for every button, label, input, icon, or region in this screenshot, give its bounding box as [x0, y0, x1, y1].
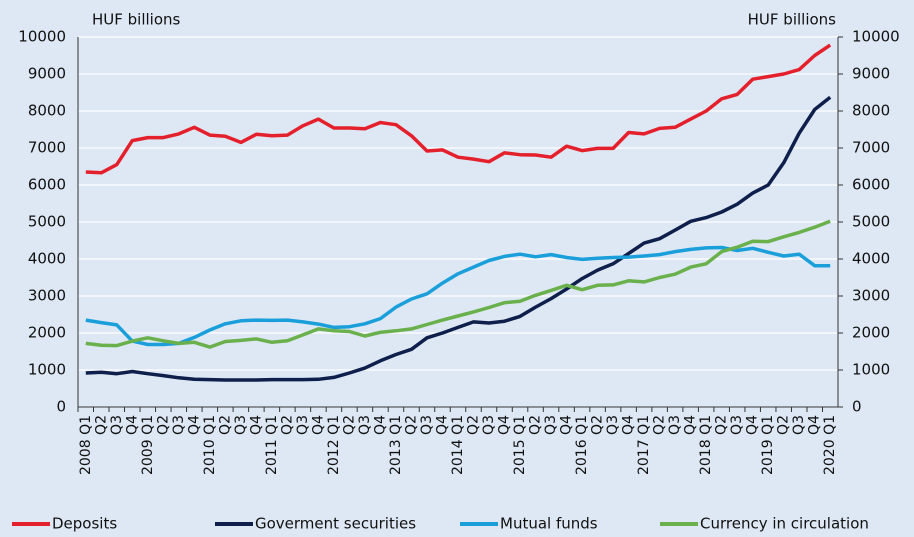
- x-tick-label: Q2: [279, 415, 295, 435]
- y-tick-label: 0: [56, 398, 66, 416]
- x-tick-label: 2008 Q1: [78, 415, 94, 475]
- y2-axis-label: HUF billions: [748, 11, 837, 29]
- y2-tick-label: 0: [852, 398, 862, 416]
- x-tick-label: Q3: [481, 415, 497, 435]
- x-tick-label: 2013 Q1: [388, 415, 404, 475]
- x-tick-label: Q4: [559, 415, 575, 435]
- x-tick-label: 2020 Q1: [822, 415, 838, 475]
- x-tick-label: Q4: [124, 415, 140, 435]
- legend-label: Deposits: [52, 515, 117, 533]
- series-line: [85, 219, 831, 349]
- y-tick-label: 3000: [28, 287, 66, 305]
- x-tick-label: 2010 Q1: [202, 415, 218, 475]
- y2-tick-label: 6000: [852, 176, 890, 194]
- y-tick-label: 2000: [28, 324, 66, 342]
- x-tick-label: 2009 Q1: [140, 415, 156, 475]
- y2-tick-label: 7000: [852, 139, 890, 157]
- x-tick-label: Q2: [341, 415, 357, 435]
- x-tick-label: 2014 Q1: [450, 415, 466, 475]
- y-tick-label: 6000: [28, 176, 66, 194]
- legend-label: Currency in circulation: [700, 515, 869, 533]
- x-tick-label: 2016 Q1: [574, 415, 590, 475]
- x-tick-label: Q2: [776, 415, 792, 435]
- x-tick-label: Q3: [605, 415, 621, 435]
- x-tick-label: Q3: [791, 415, 807, 435]
- x-tick-label: Q4: [807, 415, 823, 435]
- series-line: [85, 43, 832, 175]
- x-tick-label: Q3: [419, 415, 435, 435]
- x-tick-label: Q3: [543, 415, 559, 435]
- x-tick-label: Q4: [372, 415, 388, 435]
- y-tick-label: 8000: [28, 102, 66, 120]
- x-tick-label: 2018 Q1: [698, 415, 714, 475]
- x-tick-label: Q3: [171, 415, 187, 435]
- x-tick-label: Q4: [186, 415, 202, 435]
- x-tick-label: Q4: [683, 415, 699, 435]
- x-tick-label: Q4: [497, 415, 513, 435]
- x-tick-label: 2015 Q1: [512, 415, 528, 475]
- y-tick-label: 4000: [28, 250, 66, 268]
- series-line: [85, 245, 831, 347]
- x-tick-label: Q4: [745, 415, 761, 435]
- series-line: [85, 95, 832, 382]
- x-tick-label: Q4: [310, 415, 326, 435]
- y2-tick-label: 4000: [852, 250, 890, 268]
- x-tick-label: Q2: [155, 415, 171, 435]
- x-tick-label: 2011 Q1: [264, 415, 280, 475]
- x-tick-label: Q4: [248, 415, 264, 435]
- x-tick-label: Q2: [590, 415, 606, 435]
- x-tick-label: Q2: [652, 415, 668, 435]
- x-tick-label: Q2: [93, 415, 109, 435]
- x-tick-label: Q4: [434, 415, 450, 435]
- y2-tick-label: 8000: [852, 102, 890, 120]
- y2-tick-label: 2000: [852, 324, 890, 342]
- y-tick-label: 10000: [18, 28, 66, 46]
- y2-tick-label: 5000: [852, 213, 890, 231]
- x-tick-label: Q3: [357, 415, 373, 435]
- x-tick-label: Q2: [217, 415, 233, 435]
- y2-tick-label: 1000: [852, 361, 890, 379]
- y-axis-label: HUF billions: [92, 11, 181, 29]
- y2-tick-label: 3000: [852, 287, 890, 305]
- y-tick-label: 1000: [28, 361, 66, 379]
- x-tick-label: Q4: [621, 415, 637, 435]
- y2-tick-label: 9000: [852, 65, 890, 83]
- x-tick-label: Q3: [109, 415, 125, 435]
- y2-tick-label: 10000: [852, 28, 900, 46]
- x-tick-label: 2012 Q1: [326, 415, 342, 475]
- x-tick-label: 2019 Q1: [760, 415, 776, 475]
- y-tick-label: 7000: [28, 139, 66, 157]
- x-tick-label: Q2: [466, 415, 482, 435]
- legend-label: Goverment securities: [255, 515, 416, 533]
- y-tick-label: 9000: [28, 65, 66, 83]
- x-tick-label: 2017 Q1: [636, 415, 652, 475]
- x-tick-label: Q3: [729, 415, 745, 435]
- x-tick-label: Q3: [667, 415, 683, 435]
- y-tick-label: 5000: [28, 213, 66, 231]
- x-tick-label: Q2: [714, 415, 730, 435]
- x-tick-label: Q3: [233, 415, 249, 435]
- x-tick-label: Q2: [528, 415, 544, 435]
- legend-label: Mutual funds: [500, 515, 598, 533]
- x-tick-label: Q2: [403, 415, 419, 435]
- x-tick-label: Q3: [295, 415, 311, 435]
